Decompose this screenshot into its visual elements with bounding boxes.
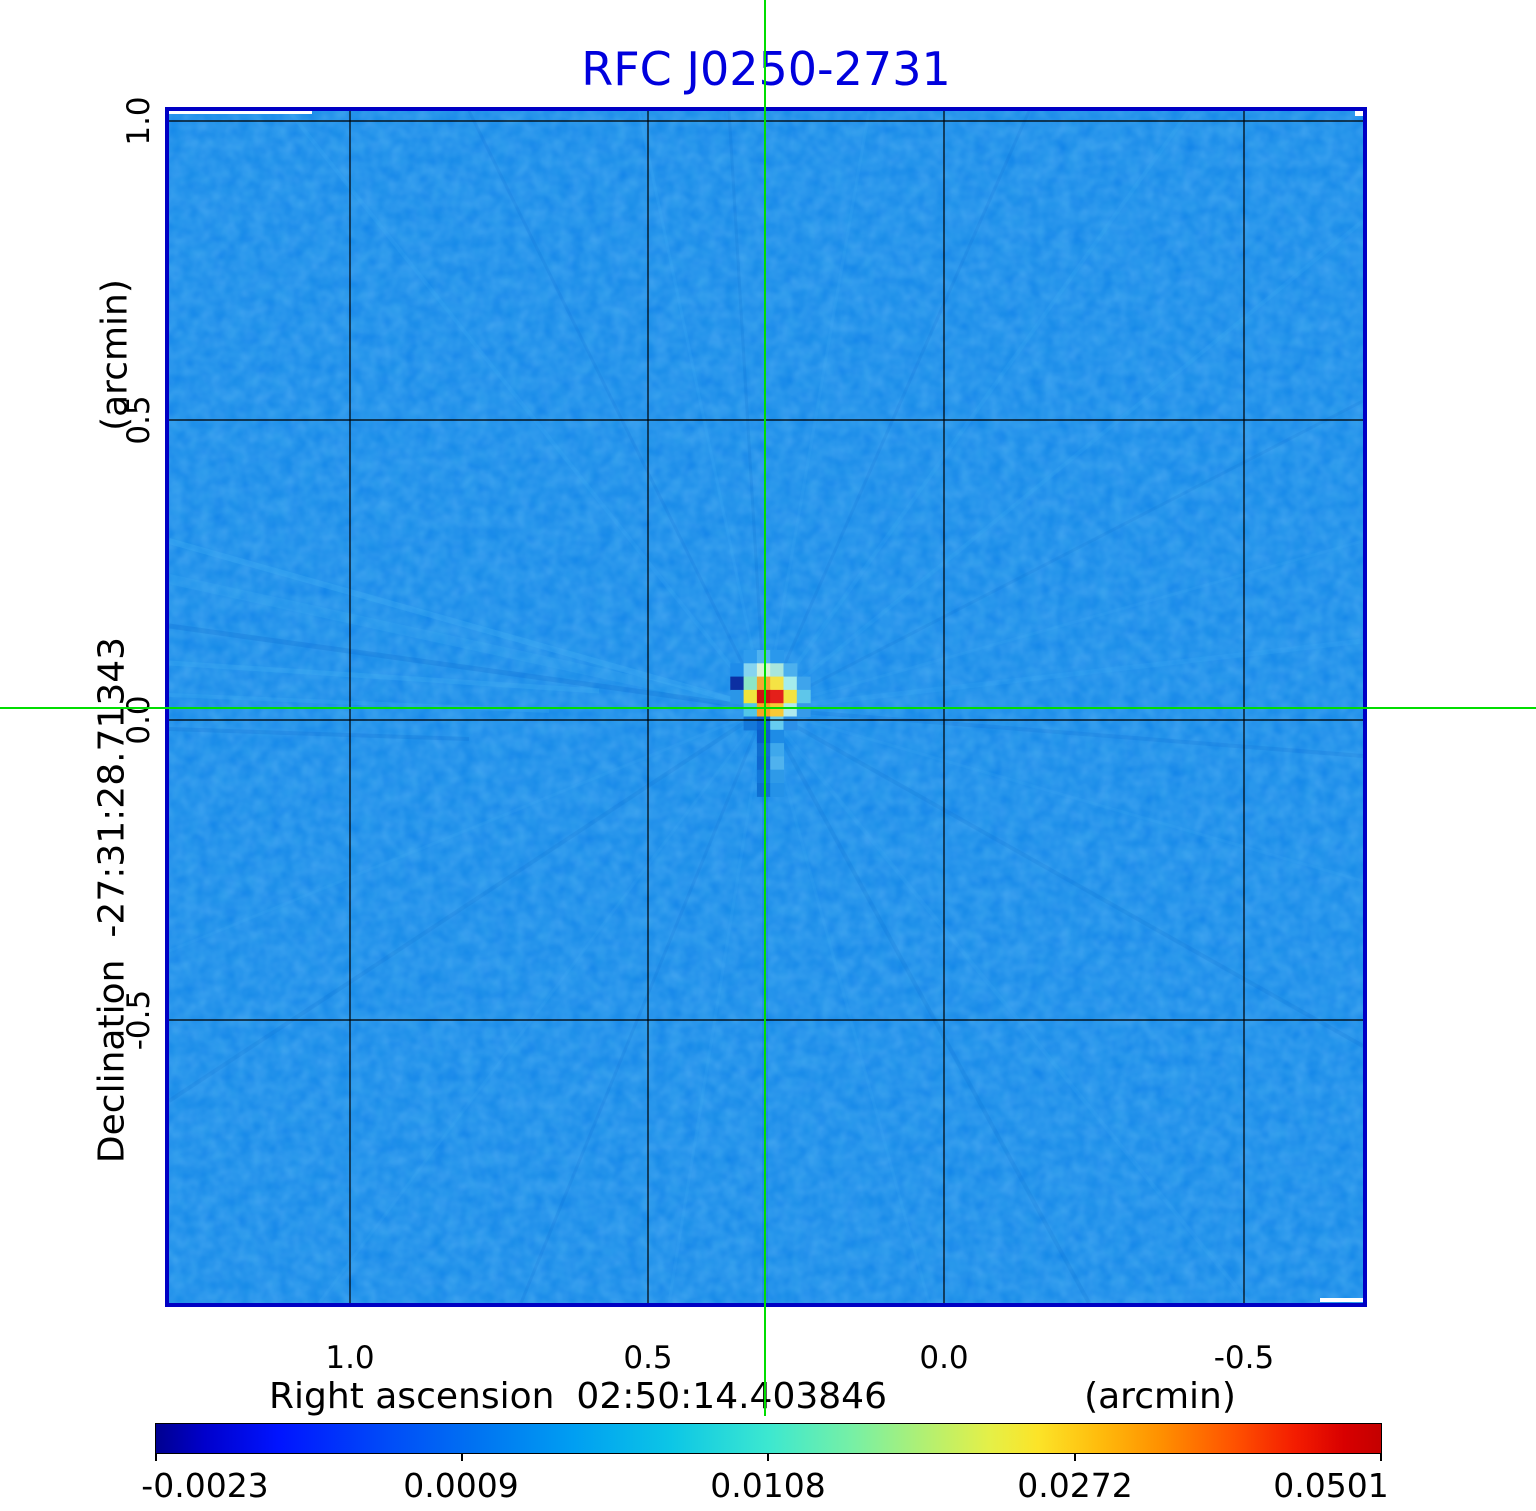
x-tick-1.0: 1.0 (325, 1340, 375, 1376)
colorbar-label: 0.0009 (403, 1466, 519, 1505)
right-ascension-value: 02:50:14.403846 (576, 1376, 887, 1417)
y-axis-name: Declination (91, 959, 133, 1164)
colorbar-label: 0.0108 (710, 1466, 826, 1505)
colorbar-label: 0.0272 (1017, 1466, 1133, 1505)
declination-value: -27:31:28.71343 (91, 636, 133, 938)
colorbar-tick (1074, 1454, 1076, 1461)
x-tick-0.5: 0.5 (623, 1340, 673, 1376)
x-axis-unit: (arcmin) (1084, 1376, 1236, 1417)
y-tick-1.0: 1.0 (121, 96, 157, 146)
crosshair-horizontal-line (0, 707, 1536, 709)
y-axis-unit: (arcmin) (94, 279, 136, 431)
x-tick--0.5: -0.5 (1213, 1340, 1275, 1376)
y-axis-label: Declination -27:31:28.71343 (92, 637, 133, 1163)
colorbar-tick (461, 1454, 463, 1461)
x-axis-name: Right ascension (269, 1376, 555, 1417)
x-tick-0.0: 0.0 (919, 1340, 969, 1376)
colorbar-tick (1380, 1454, 1382, 1461)
colorbar-label-min: -0.0023 (141, 1466, 269, 1505)
colorbar-label-max: 0.0501 (1273, 1466, 1389, 1505)
colorbar (155, 1423, 1382, 1454)
colorbar-tick (155, 1454, 157, 1461)
colorbar-tick (767, 1454, 769, 1461)
plot-title: RFC J0250-2731 (581, 42, 951, 96)
x-axis-label: Right ascension 02:50:14.403846 (269, 1376, 887, 1417)
